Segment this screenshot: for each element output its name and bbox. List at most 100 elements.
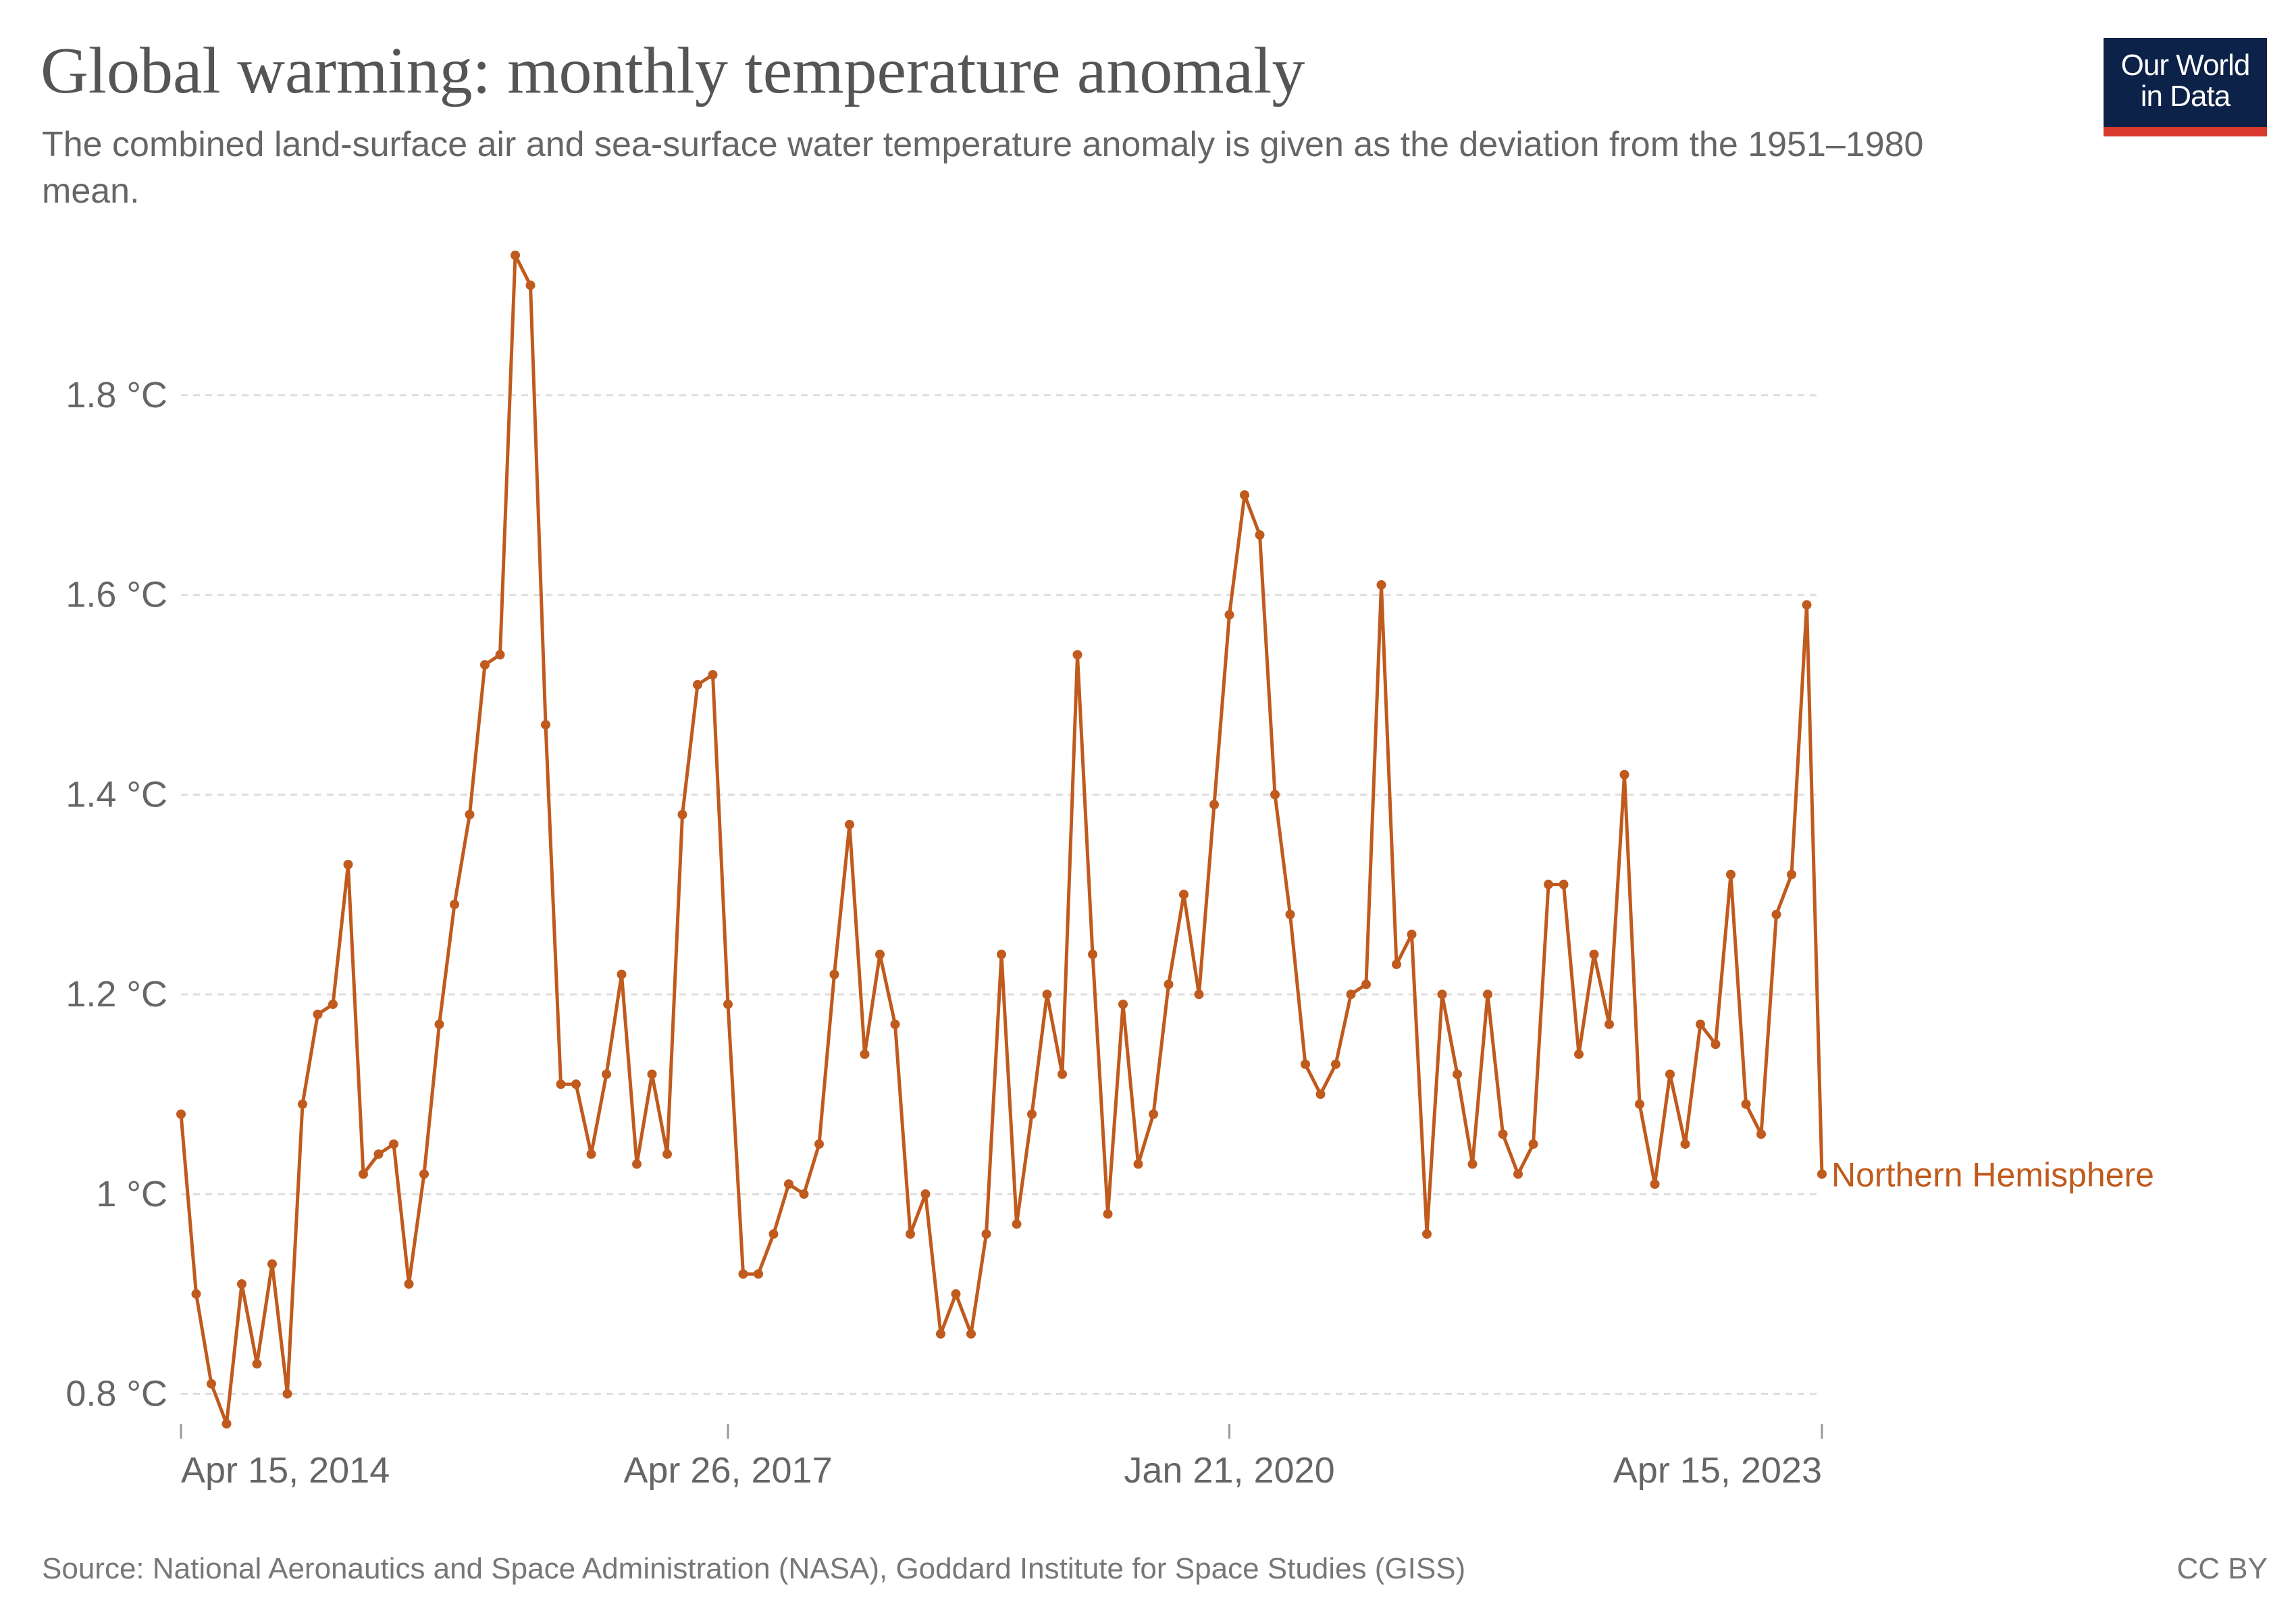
data-point[interactable] (936, 1329, 945, 1339)
data-point[interactable] (1224, 610, 1234, 620)
data-point[interactable] (1787, 869, 1796, 879)
data-point[interactable] (890, 1019, 900, 1029)
data-point[interactable] (389, 1139, 398, 1149)
data-point[interactable] (829, 969, 839, 979)
data-point[interactable] (1042, 989, 1052, 1000)
data-point[interactable] (1741, 1099, 1751, 1109)
data-point[interactable] (1058, 1069, 1067, 1079)
data-point[interactable] (906, 1229, 915, 1239)
data-point[interactable] (1665, 1069, 1675, 1079)
data-point[interactable] (1544, 879, 1553, 890)
data-point[interactable] (1301, 1059, 1310, 1069)
data-point[interactable] (419, 1169, 429, 1179)
data-point[interactable] (875, 950, 885, 960)
data-point[interactable] (1179, 890, 1189, 900)
data-point[interactable] (450, 900, 459, 910)
data-point[interactable] (1528, 1139, 1538, 1149)
data-point[interactable] (359, 1169, 368, 1179)
data-point[interactable] (313, 1009, 323, 1019)
data-point[interactable] (191, 1289, 201, 1299)
data-point[interactable] (1103, 1209, 1113, 1219)
data-point[interactable] (221, 1419, 232, 1429)
data-point[interactable] (1604, 1019, 1614, 1029)
data-point[interactable] (343, 859, 353, 869)
data-point[interactable] (1361, 979, 1371, 989)
data-point[interactable] (267, 1259, 277, 1269)
data-point[interactable] (1513, 1169, 1523, 1179)
data-point[interactable] (1498, 1129, 1508, 1139)
data-point[interactable] (860, 1049, 870, 1059)
data-point[interactable] (1453, 1069, 1462, 1079)
data-point[interactable] (586, 1149, 596, 1159)
data-point[interactable] (920, 1189, 931, 1199)
data-point[interactable] (282, 1389, 292, 1399)
data-point[interactable] (784, 1179, 793, 1189)
data-point[interactable] (1270, 790, 1280, 800)
data-point[interactable] (768, 1229, 779, 1239)
data-point[interactable] (1696, 1019, 1705, 1029)
data-point[interactable] (617, 969, 627, 979)
data-point[interactable] (1711, 1039, 1721, 1050)
data-point[interactable] (602, 1069, 611, 1079)
data-point[interactable] (1164, 979, 1174, 989)
data-point[interactable] (404, 1279, 414, 1289)
data-point[interactable] (207, 1379, 216, 1389)
data-point[interactable] (1149, 1109, 1158, 1119)
data-point[interactable] (1802, 600, 1812, 610)
data-point[interactable] (1012, 1219, 1022, 1229)
data-point[interactable] (237, 1279, 246, 1289)
data-point[interactable] (495, 650, 505, 660)
data-point[interactable] (1437, 989, 1447, 1000)
data-point[interactable] (1027, 1109, 1037, 1119)
data-point[interactable] (1680, 1139, 1690, 1149)
data-point[interactable] (1194, 989, 1204, 1000)
data-point[interactable] (556, 1079, 566, 1089)
data-point[interactable] (1635, 1099, 1644, 1109)
data-point[interactable] (252, 1359, 262, 1369)
data-point[interactable] (1771, 909, 1781, 919)
data-point[interactable] (693, 679, 702, 690)
data-point[interactable] (1817, 1169, 1827, 1179)
data-point[interactable] (571, 1079, 581, 1089)
data-point[interactable] (1756, 1129, 1766, 1139)
data-point[interactable] (723, 999, 733, 1009)
data-point[interactable] (754, 1269, 763, 1279)
data-point[interactable] (434, 1019, 444, 1029)
data-point[interactable] (1574, 1049, 1584, 1059)
data-point[interactable] (632, 1159, 642, 1169)
data-point[interactable] (525, 280, 536, 290)
data-point[interactable] (1483, 989, 1492, 1000)
data-point[interactable] (1315, 1089, 1326, 1100)
data-point[interactable] (176, 1109, 186, 1119)
data-point[interactable] (1331, 1059, 1340, 1069)
data-point[interactable] (1072, 650, 1082, 660)
data-point[interactable] (708, 670, 718, 680)
data-point[interactable] (799, 1189, 809, 1199)
data-point[interactable] (1255, 530, 1265, 540)
data-point[interactable] (997, 950, 1006, 960)
license-link[interactable]: CC BY (2176, 1552, 2268, 1585)
data-point[interactable] (951, 1289, 961, 1299)
data-point[interactable] (845, 819, 854, 829)
data-point[interactable] (738, 1269, 748, 1279)
data-point[interactable] (480, 660, 490, 670)
data-point[interactable] (1346, 989, 1356, 1000)
data-point[interactable] (373, 1149, 384, 1159)
data-point[interactable] (1467, 1159, 1478, 1169)
data-point[interactable] (1240, 490, 1249, 500)
our-world-in-data-logo[interactable]: Our World in Data (2104, 38, 2267, 136)
data-point[interactable] (1559, 879, 1569, 890)
data-point[interactable] (1118, 999, 1128, 1009)
data-point[interactable] (966, 1329, 976, 1339)
data-point[interactable] (328, 999, 338, 1009)
data-point[interactable] (1619, 769, 1629, 779)
data-point[interactable] (981, 1229, 991, 1239)
data-point[interactable] (1407, 929, 1417, 940)
data-point[interactable] (465, 810, 475, 820)
data-point[interactable] (1650, 1179, 1660, 1189)
data-point[interactable] (647, 1069, 657, 1079)
data-point[interactable] (1422, 1229, 1432, 1239)
data-point[interactable] (1589, 950, 1599, 960)
data-point[interactable] (1726, 869, 1736, 879)
data-point[interactable] (1376, 580, 1386, 590)
